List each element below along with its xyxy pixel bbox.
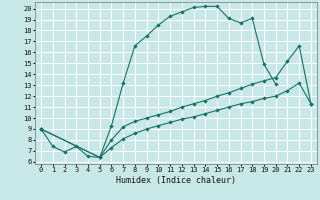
X-axis label: Humidex (Indice chaleur): Humidex (Indice chaleur): [116, 176, 236, 185]
